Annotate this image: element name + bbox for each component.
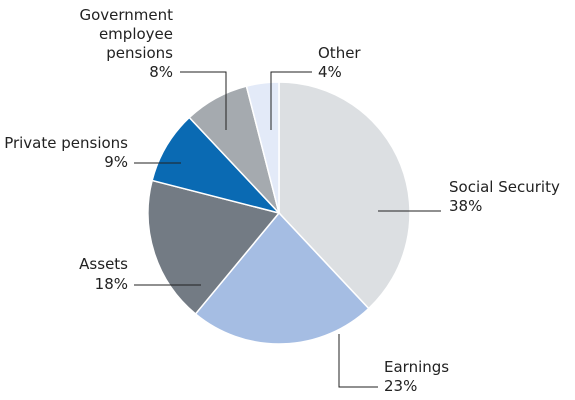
pie-slices	[147, 81, 411, 345]
slice-pct-government-employee-pensions: 8%	[149, 63, 173, 81]
slice-pct-private-pensions: 9%	[104, 153, 128, 171]
label-social-security: Social Security 38%	[449, 178, 560, 215]
pie-slice-earnings	[194, 211, 370, 345]
slice-pct-other: 4%	[318, 63, 342, 81]
slice-pct-social-security: 38%	[449, 197, 482, 215]
slice-label-government-line-1: Government	[79, 6, 173, 24]
leader-line-earnings	[338, 334, 378, 388]
slice-label-government-line-2: employee	[99, 25, 173, 43]
pie-slice-assets	[147, 179, 281, 315]
slice-pct-assets: 18%	[95, 275, 128, 293]
slice-label-social-security: Social Security	[449, 178, 560, 196]
label-other: Other 4%	[318, 44, 361, 81]
slice-pct-earnings: 23%	[384, 377, 417, 395]
label-private-pensions: Private pensions 9%	[4, 134, 128, 171]
slice-label-earnings: Earnings	[384, 358, 449, 376]
slice-label-government-line-3: pensions	[106, 44, 173, 62]
slice-label-private-pensions: Private pensions	[4, 134, 128, 152]
slice-label-assets: Assets	[79, 255, 128, 273]
leader-line-other	[270, 71, 312, 130]
pie-slice-social-security	[278, 81, 411, 310]
label-government-employee-pensions: Government employee pensions 8%	[79, 6, 173, 81]
slice-label-other: Other	[318, 44, 361, 62]
leader-lines	[134, 71, 441, 388]
label-assets: Assets 18%	[79, 255, 128, 293]
label-earnings: Earnings 23%	[384, 358, 449, 395]
leader-line-government-employee-pensions	[180, 71, 227, 130]
